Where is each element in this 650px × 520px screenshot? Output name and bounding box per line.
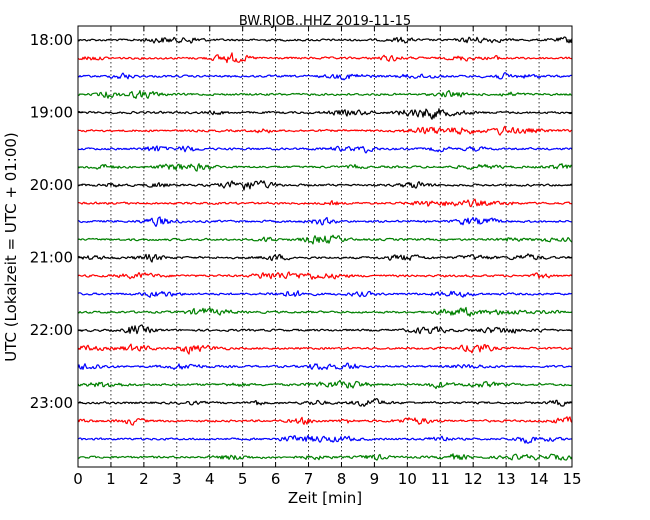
x-tick-label: 14 bbox=[530, 470, 549, 488]
y-axis-label: UTC (Lokalzeit = UTC + 01:00) bbox=[2, 132, 20, 362]
x-tick-label: 12 bbox=[464, 470, 483, 488]
trace-line bbox=[77, 271, 573, 280]
trace-line bbox=[77, 216, 573, 228]
x-tick-label: 5 bbox=[238, 470, 248, 488]
x-tick-label: 7 bbox=[304, 470, 314, 488]
trace-line bbox=[77, 398, 573, 407]
trace-line bbox=[77, 198, 573, 208]
trace-line bbox=[77, 343, 573, 355]
trace-line bbox=[77, 72, 573, 81]
y-tick-label: 22:00 bbox=[30, 321, 73, 339]
trace-line bbox=[77, 125, 573, 136]
x-tick-label: 13 bbox=[497, 470, 516, 488]
y-tick-label: 18:00 bbox=[30, 31, 73, 49]
y-axis: 18:00 19:00 20:00 21:00 22:00 23:00 bbox=[30, 31, 572, 412]
x-tick-label: 0 bbox=[73, 470, 83, 488]
trace-line bbox=[77, 108, 573, 120]
traces bbox=[77, 36, 573, 461]
x-tick-label: 10 bbox=[398, 470, 417, 488]
x-tick-label: 6 bbox=[271, 470, 281, 488]
x-tick-label: 2 bbox=[139, 470, 149, 488]
x-tick-label: 3 bbox=[172, 470, 182, 488]
trace-line bbox=[77, 234, 573, 245]
trace-line bbox=[77, 362, 573, 371]
x-tick-label: 15 bbox=[562, 470, 581, 488]
trace-line bbox=[77, 435, 573, 444]
chart-title: BW.RJOB..HHZ 2019-11-15 bbox=[239, 14, 411, 29]
trace-line bbox=[77, 52, 573, 64]
y-tick-label: 19:00 bbox=[30, 104, 73, 122]
trace-line bbox=[77, 163, 573, 172]
trace-line bbox=[77, 290, 573, 298]
y-tick-label: 23:00 bbox=[30, 394, 73, 412]
x-axis-label: Zeit [min] bbox=[288, 489, 362, 507]
x-tick-label: 4 bbox=[205, 470, 215, 488]
x-tick-label: 11 bbox=[431, 470, 450, 488]
trace-line bbox=[77, 416, 573, 426]
trace-line bbox=[77, 36, 573, 44]
trace-line bbox=[77, 306, 573, 317]
trace-line bbox=[77, 180, 573, 191]
x-axis: 0 1 2 3 4 5 6 7 8 9 10 11 12 13 14 15 bbox=[73, 26, 582, 488]
trace-line bbox=[77, 453, 573, 461]
trace-line bbox=[77, 379, 573, 390]
plot-frame bbox=[77, 25, 573, 468]
grid bbox=[110, 26, 540, 467]
trace-line bbox=[77, 89, 573, 99]
trace-line bbox=[77, 324, 573, 335]
y-tick-label: 20:00 bbox=[30, 176, 73, 194]
x-tick-label: 9 bbox=[370, 470, 380, 488]
trace-line bbox=[77, 145, 573, 154]
x-tick-label: 1 bbox=[106, 470, 116, 488]
x-tick-label: 8 bbox=[337, 470, 347, 488]
trace-line bbox=[77, 253, 573, 263]
y-tick-label: 21:00 bbox=[30, 249, 73, 267]
